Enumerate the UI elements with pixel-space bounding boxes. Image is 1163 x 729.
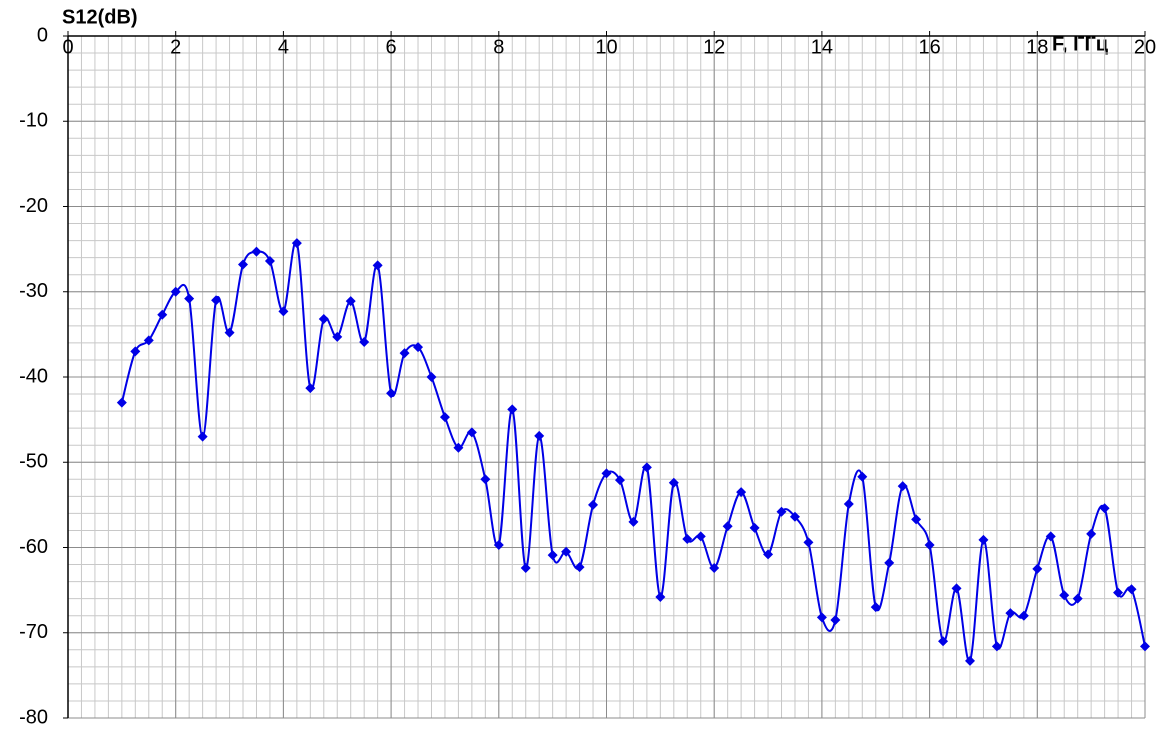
marker [318,314,329,325]
marker [991,641,1002,652]
marker [614,475,625,486]
x-tick-label: 12 [703,36,725,58]
y-axis-label: S12(dB) [62,6,138,28]
marker [1113,587,1124,598]
marker [951,583,962,594]
y-tick-label: -40 [19,365,48,387]
marker [1018,610,1029,621]
marker [291,238,302,249]
marker [359,337,370,348]
marker [1005,608,1016,619]
x-tick-label: 4 [278,36,289,58]
marker [911,514,922,525]
marker [830,614,841,625]
marker [157,309,168,320]
marker [116,397,127,408]
x-tick-label: 18 [1026,36,1048,58]
x-tick-label: 10 [595,36,617,58]
marker [399,348,410,359]
marker [816,612,827,623]
marker [884,557,895,568]
marker [143,335,154,346]
marker [749,522,760,533]
x-tick-label: 8 [493,36,504,58]
marker [130,346,141,357]
x-tick-label: 20 [1134,36,1156,58]
marker [1072,593,1083,604]
marker [507,404,518,415]
marker [870,602,881,613]
marker [278,306,289,317]
marker [722,521,733,532]
marker [668,477,679,488]
marker [897,481,908,492]
marker [466,427,477,438]
marker [480,474,491,485]
marker [547,550,558,561]
marker [695,531,706,542]
x-tick-label: 2 [170,36,181,58]
marker [574,562,585,573]
marker [843,499,854,510]
x-tick-label: 16 [918,36,940,58]
y-tick-label: -80 [19,706,48,728]
marker [184,293,195,304]
marker [170,286,181,297]
marker [776,506,787,517]
marker [655,591,666,602]
marker [453,442,464,453]
marker [332,331,343,342]
marker [1140,641,1150,652]
marker [439,412,450,423]
y-tick-label: -70 [19,621,48,643]
marker [305,383,316,394]
marker [534,430,545,441]
marker [561,546,572,557]
marker [1086,528,1097,539]
marker [857,471,868,482]
x-tick-label: 14 [811,36,833,58]
marker [628,516,639,527]
marker [789,511,800,522]
y-tick-label: -20 [19,195,48,217]
marker [1059,590,1070,601]
marker [924,539,935,550]
x-tick-label: 6 [386,36,397,58]
marker [736,487,747,498]
marker [763,549,774,560]
marker [709,562,720,573]
marker [413,342,424,353]
y-tick-label: 0 [37,24,48,46]
y-tick-label: -10 [19,110,48,132]
marker [1045,531,1056,542]
marker [938,636,949,647]
y-tick-label: -60 [19,536,48,558]
y-tick-label: -50 [19,451,48,473]
marker [372,260,383,271]
marker [345,296,356,307]
marker [224,327,235,338]
marker [1032,563,1043,574]
marker [1126,584,1137,595]
marker [1099,503,1110,514]
marker [238,259,249,270]
marker [978,534,989,545]
x-axis-label: F, ГГц [1052,33,1109,55]
marker [211,295,222,306]
marker [682,533,693,544]
marker [641,462,652,473]
marker [493,539,504,550]
marker [386,388,397,399]
marker [264,256,275,267]
marker [197,431,208,442]
marker [520,562,531,573]
marker [251,246,262,257]
marker [426,372,437,382]
y-tick-label: -30 [19,280,48,302]
marker [964,655,975,666]
marker [588,499,599,510]
marker [803,537,814,548]
marker [601,468,612,479]
